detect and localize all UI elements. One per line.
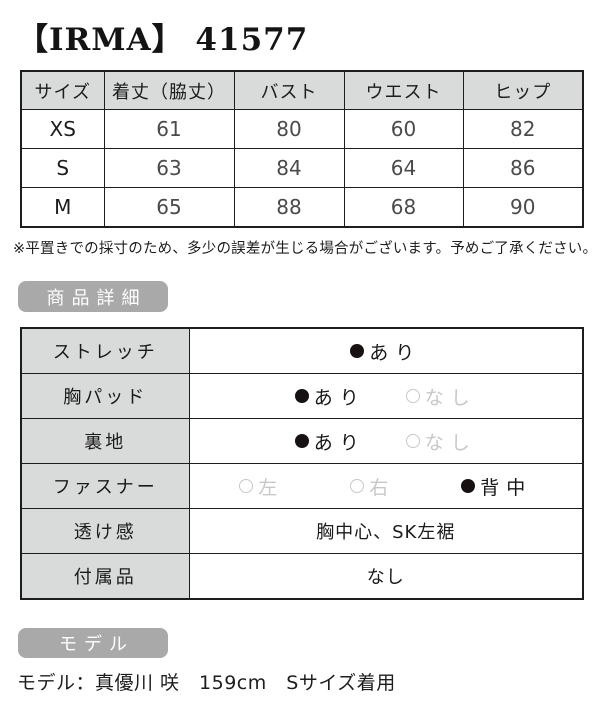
unselected-option: なし — [405, 428, 477, 455]
details-row: 透け感 胸中心、SK左裾 — [20, 508, 584, 554]
size-table-body: XS 61 80 60 82 S 63 84 64 86 M 65 88 68 90 — [20, 109, 584, 228]
size-column-header: ヒップ — [462, 70, 584, 110]
details-row-label: 裏地 — [20, 418, 190, 464]
empty-circle-icon — [405, 389, 420, 403]
empty-circle-icon — [405, 434, 420, 448]
size-table-header-row: サイズ 着丈（脇丈） バスト ウエスト ヒップ — [20, 70, 584, 110]
model-section-label: モデル — [59, 634, 134, 655]
details-row: 裏地 あり なし — [20, 418, 584, 464]
filled-circle-icon — [294, 434, 309, 448]
filled-circle-icon — [461, 479, 476, 493]
filled-circle-icon — [350, 344, 365, 358]
size-column-header: ウエスト — [343, 70, 464, 110]
size-value: 90 — [462, 187, 584, 228]
option-label: 背中 — [480, 476, 533, 499]
details-section-badge: 商品詳細 — [18, 281, 168, 312]
details-row-value: 左 右 背中 — [188, 463, 584, 509]
details-row-text: なし — [366, 567, 405, 588]
size-value: 64 — [343, 148, 464, 188]
size-label: S — [20, 148, 105, 188]
details-row-value: あり — [188, 327, 584, 374]
filled-circle-icon — [294, 389, 309, 403]
size-column-header: サイズ — [20, 70, 105, 110]
size-column-header: バスト — [233, 70, 345, 110]
details-row-options: あり なし — [190, 428, 583, 455]
size-value: 82 — [462, 109, 584, 149]
details-row-text: 胸中心、SK左裾 — [316, 522, 456, 543]
option-label: 右 — [369, 476, 396, 499]
details-row-options: あり なし — [190, 383, 583, 410]
size-value: 61 — [103, 109, 235, 149]
empty-circle-icon — [350, 479, 365, 493]
details-row: ファスナー 左 右 背中 — [20, 463, 584, 509]
details-row-options: あり — [190, 338, 583, 365]
size-value: 80 — [233, 109, 345, 149]
option-label: 左 — [258, 476, 285, 499]
details-row-value: 胸中心、SK左裾 — [188, 508, 584, 554]
size-value: 84 — [233, 148, 345, 188]
size-value: 60 — [343, 109, 464, 149]
details-row-label: 胸パッド — [20, 373, 190, 419]
size-table-row: M 65 88 68 90 — [20, 187, 584, 228]
details-row-label: ファスナー — [20, 463, 190, 509]
details-row: 胸パッド あり なし — [20, 373, 584, 419]
details-row-label: 付属品 — [20, 553, 190, 600]
size-value: 86 — [462, 148, 584, 188]
selected-option: 背中 — [461, 473, 532, 500]
model-section-badge: モデル — [18, 628, 168, 658]
option-label: あり — [369, 341, 422, 364]
details-row-label: ストレッチ — [20, 327, 190, 374]
size-value: 68 — [343, 187, 464, 228]
empty-circle-icon — [239, 479, 254, 493]
unselected-option: 右 — [350, 473, 395, 500]
details-row: ストレッチ あり — [20, 327, 584, 374]
option-label: なし — [424, 386, 477, 409]
option-label: あり — [313, 386, 366, 409]
size-table: サイズ 着丈（脇丈） バスト ウエスト ヒップ XS 61 80 60 82 S 63 84 64 86 M… — [20, 70, 584, 228]
details-table: ストレッチ あり 胸パッド あり なし 裏地 あり なし ファスナー左右背中 透け感 胸中心、SK左… — [20, 327, 584, 600]
details-row-value: あり なし — [188, 373, 584, 419]
selected-option: あり — [294, 383, 366, 410]
details-row: 付属品 なし — [20, 553, 584, 600]
details-row-value: あり なし — [188, 418, 584, 464]
size-column-header: 着丈（脇丈） — [103, 70, 235, 110]
size-table-row: XS 61 80 60 82 — [20, 109, 584, 149]
selected-option: あり — [350, 338, 421, 365]
details-row-label: 透け感 — [20, 508, 190, 554]
model-info: モデル：真優川 咲 159cm Sサイズ着用 — [17, 672, 396, 694]
details-section-label: 商品詳細 — [46, 287, 147, 309]
size-table-row: S 63 84 64 86 — [20, 148, 584, 188]
page-title: 【IRMA】 41577 — [17, 22, 309, 58]
size-label: XS — [20, 109, 105, 149]
size-label: M — [20, 187, 105, 228]
unselected-option: 左 — [239, 473, 284, 500]
details-row-value: なし — [188, 553, 584, 600]
option-label: なし — [424, 431, 477, 454]
option-label: あり — [313, 431, 366, 454]
size-value: 88 — [233, 187, 345, 228]
size-value: 65 — [103, 187, 235, 228]
unselected-option: なし — [405, 383, 477, 410]
selected-option: あり — [294, 428, 366, 455]
measurement-note: ※平置きでの採寸のため、多少の誤差が生じる場合がございます。予めご了承ください。 — [13, 241, 598, 257]
details-table-body: ストレッチ あり 胸パッド あり なし 裏地 あり なし ファスナー左右背中 透け感 胸中心、SK左… — [20, 327, 584, 600]
size-value: 63 — [103, 148, 235, 188]
details-row-options: 左 右 背中 — [190, 473, 583, 500]
